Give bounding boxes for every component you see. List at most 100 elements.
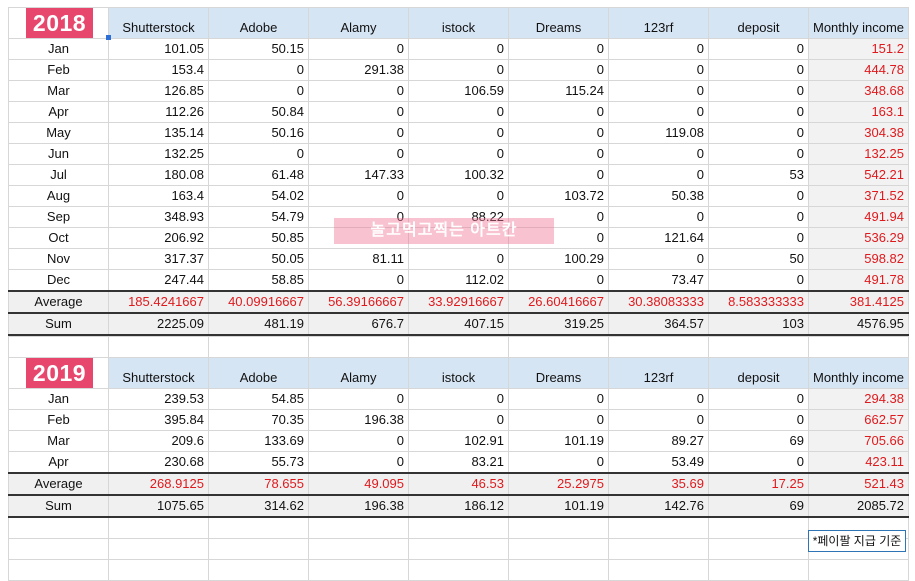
value-cell[interactable]: 0 [608,80,709,102]
value-cell[interactable]: 0 [608,59,709,81]
monthly-income-cell[interactable]: 371.52 [808,185,909,207]
average-cell[interactable]: 17.25 [708,472,809,496]
sum-cell[interactable]: 1075.65 [108,494,209,518]
value-cell[interactable]: 0 [408,122,509,144]
value-cell[interactable]: 102.91 [408,430,509,452]
empty-cell[interactable] [308,336,409,358]
monthly-income-cell[interactable]: 444.78 [808,59,909,81]
average-cell[interactable]: 78.655 [208,472,309,496]
empty-cell[interactable] [508,516,609,539]
value-cell[interactable]: 0 [708,269,809,292]
value-cell[interactable]: 83.21 [408,451,509,474]
month-cell[interactable]: Mar [8,80,109,102]
month-cell[interactable]: Sep [8,206,109,228]
value-cell[interactable]: 103.72 [508,185,609,207]
empty-cell[interactable] [708,336,809,358]
average-cell[interactable]: 25.2975 [508,472,609,496]
value-cell[interactable]: 132.25 [108,143,209,165]
column-header[interactable]: 123rf [608,7,709,39]
monthly-income-cell[interactable]: 132.25 [808,143,909,165]
value-cell[interactable]: 126.85 [108,80,209,102]
column-header[interactable]: Shutterstock [108,7,209,39]
empty-cell[interactable] [508,559,609,581]
value-cell[interactable]: 0 [708,122,809,144]
empty-cell[interactable] [208,559,309,581]
empty-cell[interactable] [408,336,509,358]
value-cell[interactable]: 0 [608,38,709,60]
value-cell[interactable]: 0 [708,227,809,249]
value-cell[interactable]: 239.53 [108,388,209,410]
value-cell[interactable]: 0 [508,269,609,292]
value-cell[interactable]: 0 [608,409,709,431]
value-cell[interactable]: 0 [408,185,509,207]
sum-cell[interactable]: 2225.09 [108,312,209,336]
value-cell[interactable]: 0 [608,248,709,270]
value-cell[interactable]: 101.05 [108,38,209,60]
average-cell[interactable]: 30.38083333 [608,290,709,314]
empty-cell[interactable] [108,516,209,539]
value-cell[interactable]: 0 [308,143,409,165]
value-cell[interactable]: 206.92 [108,227,209,249]
value-cell[interactable]: 50 [708,248,809,270]
value-cell[interactable]: 0 [208,80,309,102]
value-cell[interactable]: 0 [708,409,809,431]
value-cell[interactable]: 106.59 [408,80,509,102]
value-cell[interactable]: 0 [708,101,809,123]
monthly-income-cell[interactable]: 348.68 [808,80,909,102]
empty-cell[interactable] [208,516,309,539]
sum-cell[interactable]: 103 [708,312,809,336]
value-cell[interactable]: 348.93 [108,206,209,228]
column-header[interactable]: 123rf [608,357,709,389]
month-cell[interactable]: Apr [8,451,109,474]
average-label[interactable]: Average [8,290,109,314]
average-cell[interactable]: 49.095 [308,472,409,496]
column-header[interactable]: Monthly income [808,357,909,389]
empty-cell[interactable] [808,336,909,358]
average-label[interactable]: Average [8,472,109,496]
sum-cell[interactable]: 2085.72 [808,494,909,518]
monthly-income-cell[interactable]: 163.1 [808,101,909,123]
average-cell[interactable]: 40.09916667 [208,290,309,314]
monthly-income-cell[interactable]: 705.66 [808,430,909,452]
value-cell[interactable]: 119.08 [608,122,709,144]
sum-label[interactable]: Sum [8,494,109,518]
value-cell[interactable]: 0 [308,101,409,123]
value-cell[interactable]: 0 [508,38,609,60]
value-cell[interactable]: 196.38 [308,409,409,431]
column-header[interactable]: Adobe [208,357,309,389]
sum-cell[interactable]: 4576.95 [808,312,909,336]
value-cell[interactable]: 54.02 [208,185,309,207]
value-cell[interactable]: 0 [408,38,509,60]
column-header[interactable]: Dreams [508,357,609,389]
value-cell[interactable]: 0 [708,80,809,102]
empty-cell[interactable] [708,538,809,560]
column-header[interactable]: deposit [708,357,809,389]
value-cell[interactable]: 58.85 [208,269,309,292]
value-cell[interactable]: 0 [308,430,409,452]
value-cell[interactable]: 230.68 [108,451,209,474]
value-cell[interactable]: 0 [408,248,509,270]
monthly-income-cell[interactable]: 423.11 [808,451,909,474]
value-cell[interactable]: 55.73 [208,451,309,474]
month-cell[interactable]: Feb [8,409,109,431]
empty-cell[interactable] [808,559,909,581]
empty-cell[interactable] [208,336,309,358]
value-cell[interactable]: 112.02 [408,269,509,292]
value-cell[interactable]: 0 [708,206,809,228]
value-cell[interactable]: 121.64 [608,227,709,249]
column-header[interactable]: Adobe [208,7,309,39]
value-cell[interactable]: 209.6 [108,430,209,452]
value-cell[interactable]: 0 [508,59,609,81]
sum-cell[interactable]: 196.38 [308,494,409,518]
value-cell[interactable]: 0 [608,101,709,123]
average-cell[interactable]: 56.39166667 [308,290,409,314]
monthly-income-cell[interactable]: 491.94 [808,206,909,228]
value-cell[interactable]: 0 [308,38,409,60]
monthly-income-cell[interactable]: 151.2 [808,38,909,60]
empty-cell[interactable] [308,516,409,539]
month-cell[interactable]: Jul [8,164,109,186]
month-cell[interactable]: May [8,122,109,144]
value-cell[interactable]: 147.33 [308,164,409,186]
value-cell[interactable]: 0 [308,80,409,102]
sum-cell[interactable]: 364.57 [608,312,709,336]
